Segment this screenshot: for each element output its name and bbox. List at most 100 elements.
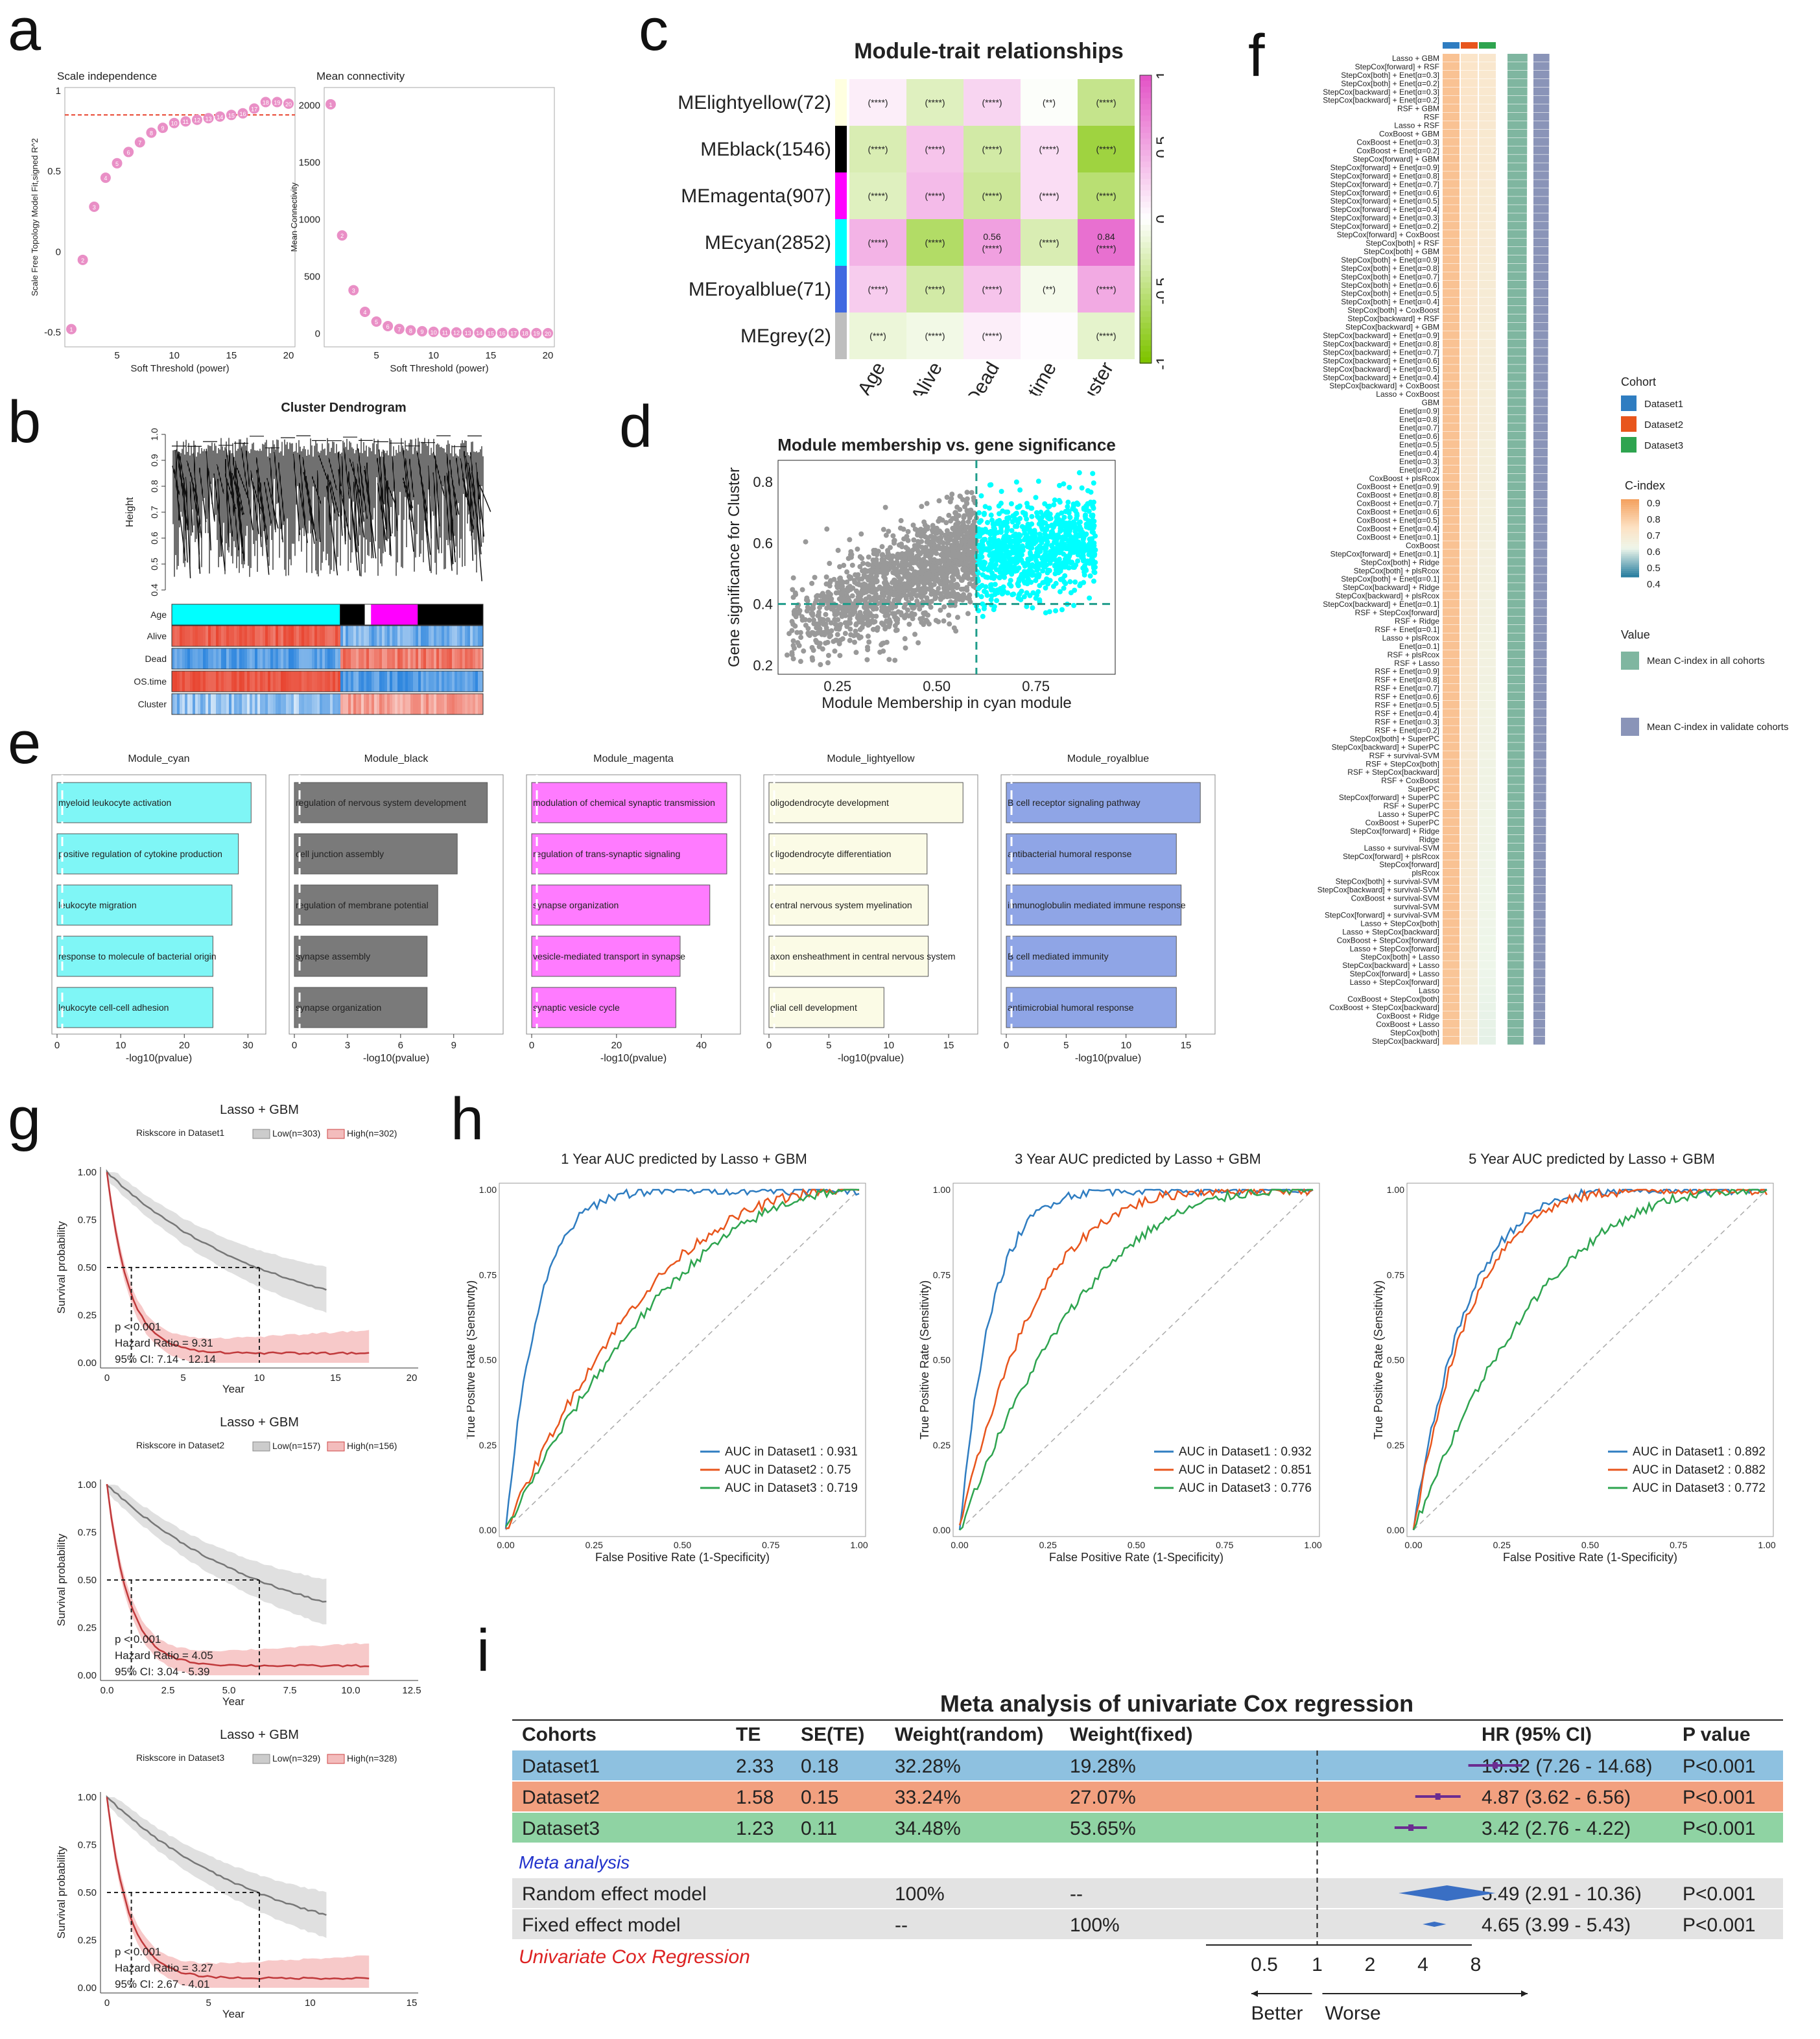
e-bar: [294, 884, 438, 926]
d-point-cyan: [1010, 538, 1015, 544]
e-xlabel: -log10(pvalue): [363, 1053, 429, 1064]
b-trait-cell: [283, 648, 287, 669]
f-mean-validate-bar: [1533, 927, 1546, 936]
g-ytick: 0.25: [78, 1310, 97, 1321]
d-point-cyan: [1090, 557, 1096, 563]
b-trait-cell: [219, 694, 222, 714]
b-trait-cell: [369, 626, 372, 646]
b-trait-cell: [296, 694, 300, 714]
d-point-grey: [887, 592, 893, 598]
f-cindex-cell: [1461, 608, 1478, 617]
f-legend-cindex-cell: [1621, 556, 1639, 558]
f-mean-validate-bar: [1533, 263, 1549, 272]
b-trait-cell: [226, 694, 230, 714]
f-cindex-cell: [1461, 969, 1478, 978]
b-trait-cell: [325, 671, 328, 692]
f-cindex-cell: [1479, 305, 1496, 314]
d-point-grey: [794, 609, 799, 615]
b-trait-cell: [286, 694, 289, 714]
d-point-cyan: [1065, 508, 1070, 513]
b-trait-cell: [384, 671, 388, 692]
c-cell: [906, 266, 963, 312]
f-mean-validate-bar: [1533, 952, 1546, 961]
b-trait-cell: [374, 694, 377, 714]
d-point-cyan: [1052, 554, 1058, 560]
d-point-cyan: [1009, 556, 1015, 562]
d-point-grey: [916, 640, 921, 646]
panel-label-f: f: [1248, 23, 1265, 89]
f-model-label: CoxBoost + Lasso: [1376, 1020, 1439, 1029]
f-mean-validate-bar: [1533, 910, 1546, 919]
f-cindex-cell: [1461, 776, 1478, 784]
d-point-grey: [847, 637, 853, 643]
b-trait-cell: [465, 671, 468, 692]
b-trait-cell: [348, 694, 351, 714]
e-bar: [1006, 987, 1177, 1028]
b-trait-cell: [190, 694, 193, 714]
d-point-cyan: [1009, 528, 1015, 534]
b-trait-cell: [390, 648, 393, 669]
b-trait-cell: [348, 671, 351, 692]
f-cindex-cell: [1443, 843, 1460, 852]
d-point-grey: [792, 590, 798, 596]
d-point-cyan: [1017, 515, 1023, 521]
d-point-cyan: [987, 482, 993, 488]
d-point-grey: [833, 590, 839, 596]
f-cindex-cell: [1443, 507, 1460, 515]
d-point-cyan: [1030, 532, 1035, 537]
f-model-label: StepCox[both] + Enet[α=0.8]: [1341, 264, 1439, 273]
f-cindex-cell: [1461, 339, 1478, 348]
d-point-grey: [786, 631, 792, 637]
c-scale-cell: [1140, 334, 1152, 341]
f-model-label: Lasso + StepCox[forward]: [1350, 944, 1439, 953]
f-cindex-cell: [1479, 146, 1496, 154]
f-cindex-cell: [1479, 331, 1496, 339]
f-mean-all-bar: [1507, 641, 1526, 650]
f-cindex-cell: [1479, 196, 1496, 205]
d-point-cyan: [1088, 536, 1094, 542]
e-term-label: regulation of membrane potential: [296, 900, 429, 910]
a-scale-point-label: 12: [194, 117, 200, 124]
f-mean-validate-bar: [1533, 440, 1548, 449]
f-model-label: StepCox[both] + Enet[α=0.2]: [1341, 79, 1439, 88]
b-trait-cell: [231, 626, 235, 646]
b-trait-cell: [174, 648, 178, 669]
f-cindex-cell: [1443, 700, 1460, 709]
a-scale-point-label: 14: [217, 114, 223, 121]
f-cindex-cell: [1443, 751, 1460, 759]
c-scale-cell: [1140, 132, 1152, 139]
b-trait-cell: [478, 648, 481, 669]
b-trait-cell: [418, 671, 421, 692]
f-cindex-cell: [1479, 650, 1496, 659]
f-mean-validate-bar: [1533, 407, 1548, 415]
g-ytick: 0.75: [78, 1527, 97, 1538]
f-mean-all-bar: [1507, 390, 1526, 398]
a-conn-point-label: 16: [499, 331, 505, 337]
f-model-label: CoxBoost + Enet[α=0.6]: [1356, 508, 1439, 517]
c-scale-cell: [1140, 322, 1152, 329]
c-scale-cell: [1140, 259, 1152, 266]
f-mean-validate-bar: [1533, 725, 1547, 734]
f-mean-validate-bar: [1533, 566, 1548, 574]
b-trait-cell: [356, 694, 359, 714]
b-trait-cell: [216, 671, 219, 692]
b-trait-cell: [447, 671, 450, 692]
f-cindex-cell: [1479, 633, 1496, 642]
d-point-grey: [894, 556, 900, 561]
d-point-grey: [844, 579, 850, 585]
f-cindex-cell: [1479, 583, 1496, 591]
b-trait-cell: [390, 626, 393, 646]
e-frame: [763, 774, 978, 1035]
d-point-grey: [816, 622, 821, 628]
d-point-grey: [834, 580, 840, 586]
d-point-grey: [879, 544, 885, 550]
d-point-grey: [962, 573, 967, 579]
f-model-label: StepCox[backward] + CoxBoost: [1329, 381, 1439, 390]
b-trait-cell: [182, 626, 185, 646]
g-title: Lasso + GBM: [220, 1415, 299, 1430]
c-cell-label: (**): [1043, 97, 1056, 108]
e-bar: [768, 884, 929, 926]
b-trait-cell: [325, 626, 328, 646]
f-mean-all-bar: [1507, 1003, 1524, 1011]
d-point-grey: [903, 596, 909, 602]
